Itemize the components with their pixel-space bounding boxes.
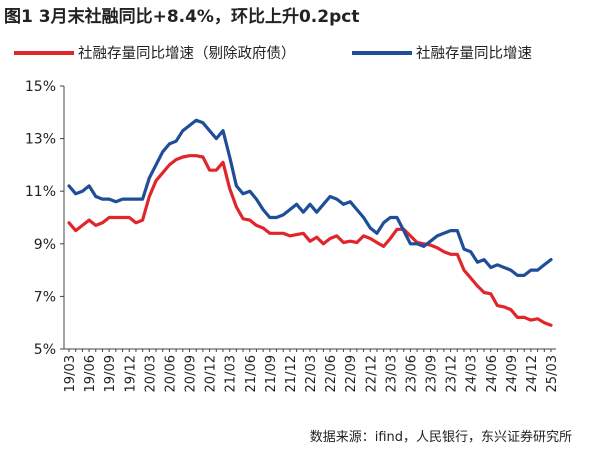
y-tick-label: 5% — [34, 342, 56, 358]
x-tick-label: 22/09 — [344, 355, 359, 392]
x-tick-label: 24/03 — [465, 355, 480, 392]
y-tick-label: 7% — [34, 289, 56, 305]
series-line-total — [67, 118, 553, 277]
y-tick-label: 11% — [25, 184, 56, 200]
chart-title: 图1 3月末社融同比+8.4%，环比上升0.2pct — [4, 7, 360, 27]
x-tick-label: 20/03 — [143, 355, 158, 392]
source-note: 数据来源：ifind，人民银行，东兴证券研究所 — [309, 430, 572, 445]
x-tick-label: 19/09 — [103, 355, 118, 392]
x-tick-label: 19/12 — [123, 355, 138, 392]
x-tick-label: 25/03 — [545, 355, 560, 392]
x-tick-label: 20/06 — [163, 355, 178, 392]
series-line-ex-gov — [67, 154, 553, 327]
legend-item-ex-gov: 社融存量同比增速（剔除政府债） — [14, 42, 296, 63]
x-tick-label: 22/06 — [324, 355, 339, 392]
x-tick-label: 22/03 — [304, 355, 319, 392]
x-tick-label: 21/03 — [224, 355, 239, 392]
y-tick-label: 9% — [34, 237, 56, 253]
x-tick-label: 23/09 — [425, 355, 440, 392]
legend-label-total: 社融存量同比增速 — [416, 46, 532, 62]
x-tick-label: 23/12 — [445, 355, 460, 392]
legend-item-total: 社融存量同比增速 — [352, 42, 532, 63]
x-tick-label: 24/06 — [485, 355, 500, 392]
x-tick-label: 20/12 — [204, 355, 219, 392]
x-tick-label: 19/06 — [83, 355, 98, 392]
x-tick-label: 21/06 — [244, 355, 259, 392]
x-tick-label: 21/12 — [284, 355, 299, 392]
x-tick-label: 23/03 — [384, 355, 399, 392]
x-tick-label: 24/12 — [525, 355, 540, 392]
y-tick-label: 15% — [25, 79, 56, 95]
x-tick-label: 23/06 — [404, 355, 419, 392]
legend-swatch-red — [14, 50, 74, 55]
legend-label-ex-gov: 社融存量同比增速（剔除政府债） — [78, 46, 296, 62]
x-tick-label: 24/09 — [505, 355, 520, 392]
y-tick-label: 13% — [25, 132, 56, 148]
x-tick-label: 21/09 — [264, 355, 279, 392]
legend-swatch-blue — [352, 50, 412, 55]
x-tick-label: 20/09 — [184, 355, 199, 392]
x-tick-label: 22/12 — [364, 355, 379, 392]
x-tick-label: 19/03 — [63, 355, 78, 392]
